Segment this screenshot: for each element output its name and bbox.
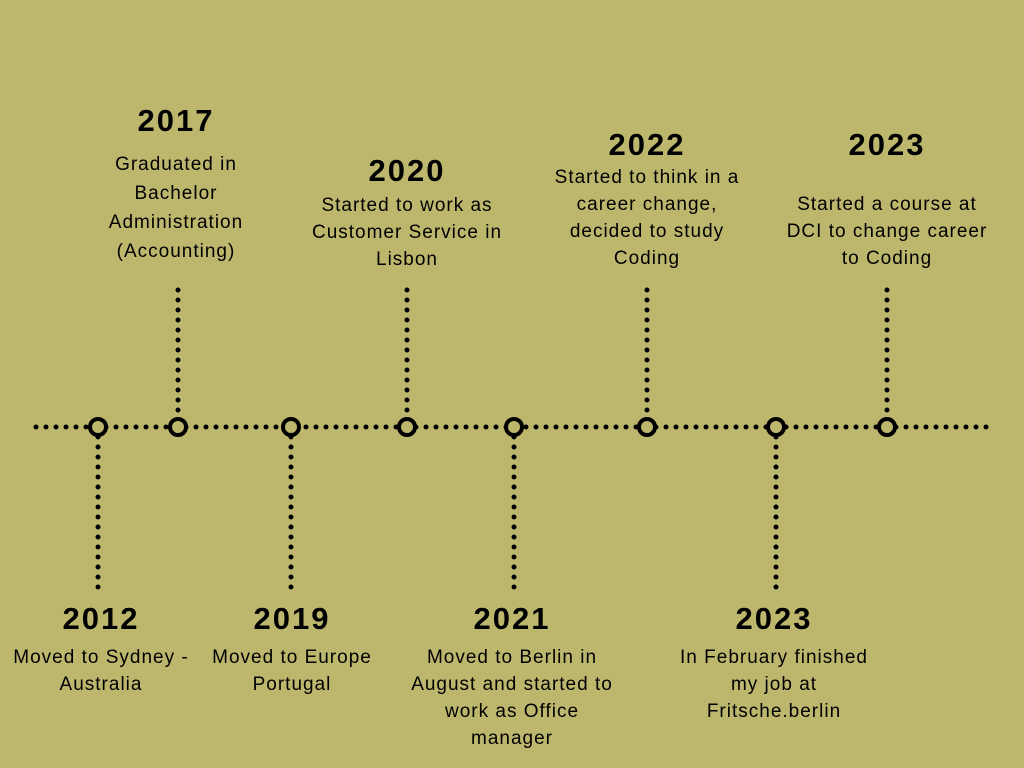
event-year: 2020	[368, 153, 446, 188]
marker-2019	[281, 417, 301, 437]
marker-2023b	[877, 417, 897, 437]
marker-2022	[637, 417, 657, 437]
event-2023a: 2023 In February finished my job at Frit…	[664, 602, 884, 725]
marker-2021	[504, 417, 524, 437]
event-2022: 2022 Started to think in a career change…	[537, 128, 757, 272]
event-2021: 2021 Moved to Berlin in August and start…	[397, 602, 627, 752]
event-description: Graduated in Bachelor Administration (Ac…	[108, 154, 244, 262]
event-2023b: 2023 Started a course at DCI to change c…	[777, 128, 997, 272]
event-year: 2022	[608, 127, 686, 162]
event-description: Moved to Europe Portugal	[212, 647, 372, 695]
event-2017: 2017 Graduated in Bachelor Administratio…	[76, 104, 276, 266]
event-description: Moved to Sydney - Australia	[13, 647, 189, 695]
event-2019: 2019 Moved to Europe Portugal	[197, 602, 387, 698]
event-year: 2023	[848, 127, 926, 162]
event-description: Moved to Berlin in August and started to…	[411, 647, 613, 749]
event-year: 2021	[473, 601, 551, 636]
event-year: 2017	[137, 103, 215, 138]
marker-2020	[397, 417, 417, 437]
event-description: Started a course at DCI to change career…	[786, 194, 988, 269]
event-year: 2023	[735, 601, 813, 636]
event-2012: 2012 Moved to Sydney - Australia	[2, 602, 200, 698]
event-year: 2012	[62, 601, 140, 636]
marker-2017	[168, 417, 188, 437]
marker-2012	[88, 417, 108, 437]
event-2020: 2020 Started to work as Customer Service…	[297, 154, 517, 273]
marker-2023a	[766, 417, 786, 437]
event-description: Started to work as Customer Service in L…	[311, 195, 503, 270]
event-year: 2019	[253, 601, 331, 636]
event-description: Started to think in a career change, dec…	[554, 167, 740, 269]
event-description: In February finished my job at Fritsche.…	[680, 647, 868, 722]
